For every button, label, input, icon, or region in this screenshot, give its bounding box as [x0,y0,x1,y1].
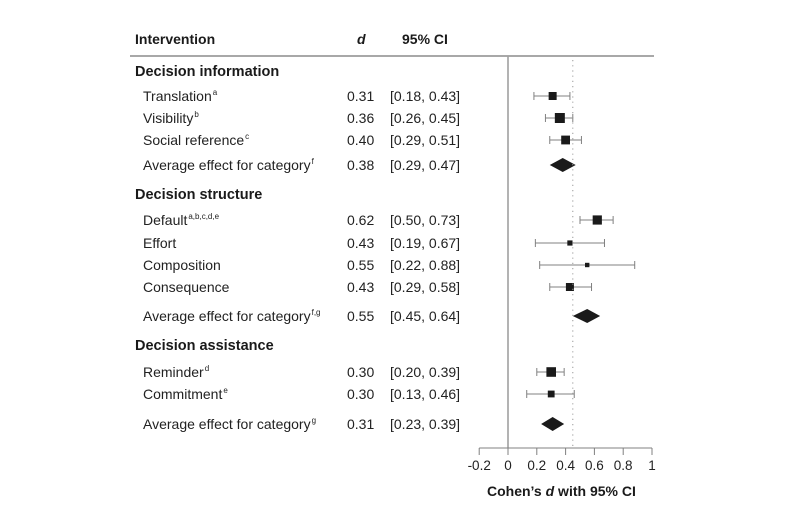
point-estimate-square [565,283,574,291]
row-ci-value: [0.18, 0.43] [390,88,461,104]
average-effect-diamond [541,417,565,431]
footnote-marker: e [223,386,228,395]
point-estimate-square [547,390,555,398]
row-d-value: 0.30 [347,364,375,380]
x-axis-label-prefix: Cohen’s [487,483,546,499]
row-label-text: Translation [143,88,212,104]
row-ci-value: [0.29, 0.58] [390,279,461,295]
header-ci: 95% CI [402,31,448,47]
row-label: Reminderd [143,364,209,380]
row-label: Visibilityb [143,110,199,126]
row-ci-value: [0.19, 0.67] [390,235,461,251]
x-tick-label: 1 [648,458,656,473]
header-d: d [357,31,366,47]
row-ci-value: [0.29, 0.51] [390,132,461,148]
row-label-text: Reminder [143,364,204,380]
row-label-text: Average effect for category [143,416,311,432]
row-d-value: 0.31 [347,88,375,104]
footnote-marker: d [204,364,210,373]
row-label-text: Average effect for category [143,157,311,173]
x-axis-label-suffix: with 95% CI [554,483,636,499]
footnote-marker: b [194,110,199,119]
row-d-value: 0.62 [347,212,375,228]
row-ci-value: [0.50, 0.73] [390,212,461,228]
footnote-marker: g [311,416,317,425]
footnote-marker: a [212,88,218,97]
row-ci-value: [0.22, 0.88] [390,257,461,273]
row-label: Commitmente [143,386,228,402]
row-label: Effort [143,235,176,251]
x-tick-label: 0.2 [527,458,546,473]
point-estimate-square [548,92,557,100]
row-label-text: Composition [143,257,221,273]
footnote-marker: a,b,c,d,e [188,212,220,221]
point-estimate-square [554,113,565,123]
average-d-value: 0.31 [347,416,375,432]
category-heading: Decision assistance [135,338,274,354]
header-intervention: Intervention [135,31,216,47]
footnote-marker: f,g [311,308,321,317]
average-effect-diamond [549,158,576,172]
x-tick-label: 0 [504,458,512,473]
row-ci-value: [0.20, 0.39] [390,364,461,380]
average-d-value: 0.55 [347,308,375,324]
row-label-text: Social reference [143,132,245,148]
average-row-label: Average effect for categoryf,g [143,308,321,324]
row-label-text: Average effect for category [143,308,311,324]
average-ci-value: [0.45, 0.64] [390,308,461,324]
row-ci-value: [0.13, 0.46] [390,386,461,402]
average-effect-diamond [572,309,601,323]
x-axis-label-var: d [545,483,555,499]
row-d-value: 0.55 [347,257,375,273]
header-rule [130,55,654,57]
row-d-value: 0.36 [347,110,375,126]
x-tick-label: 0.4 [556,458,575,473]
average-ci-value: [0.29, 0.47] [390,157,461,173]
footnote-marker: f [311,157,314,166]
row-label: Composition [143,257,221,273]
row-label-text: Default [143,212,188,228]
point-estimate-square [567,240,573,246]
row-label-text: Commitment [143,386,223,402]
point-estimate-square [585,262,590,268]
row-label: Consequence [143,279,229,295]
row-d-value: 0.43 [347,279,375,295]
average-d-value: 0.38 [347,157,375,173]
point-estimate-square [592,215,602,225]
row-d-value: 0.40 [347,132,375,148]
category-heading: Decision structure [135,187,263,203]
row-label: Social referencec [143,132,249,148]
row-label-text: Visibility [143,110,194,126]
average-row-label: Average effect for categoryf [143,157,314,173]
average-row-label: Average effect for categoryg [143,416,316,432]
row-label: Defaulta,b,c,d,e [143,212,219,228]
footnote-marker: c [245,132,250,141]
x-tick-label: -0.2 [468,458,491,473]
x-tick-label: 0.8 [614,458,633,473]
row-label-text: Effort [143,235,177,251]
row-label: Translationa [143,88,217,104]
point-estimate-square [546,367,556,377]
row-label-text: Consequence [143,279,230,295]
point-estimate-square [561,135,570,145]
row-d-value: 0.30 [347,386,375,402]
row-ci-value: [0.26, 0.45] [390,110,461,126]
average-ci-value: [0.23, 0.39] [390,416,461,432]
row-d-value: 0.43 [347,235,375,251]
x-axis-label: Cohen’s d with 95% CI [487,483,636,499]
category-heading: Decision information [135,64,280,80]
x-tick-label: 0.6 [585,458,604,473]
